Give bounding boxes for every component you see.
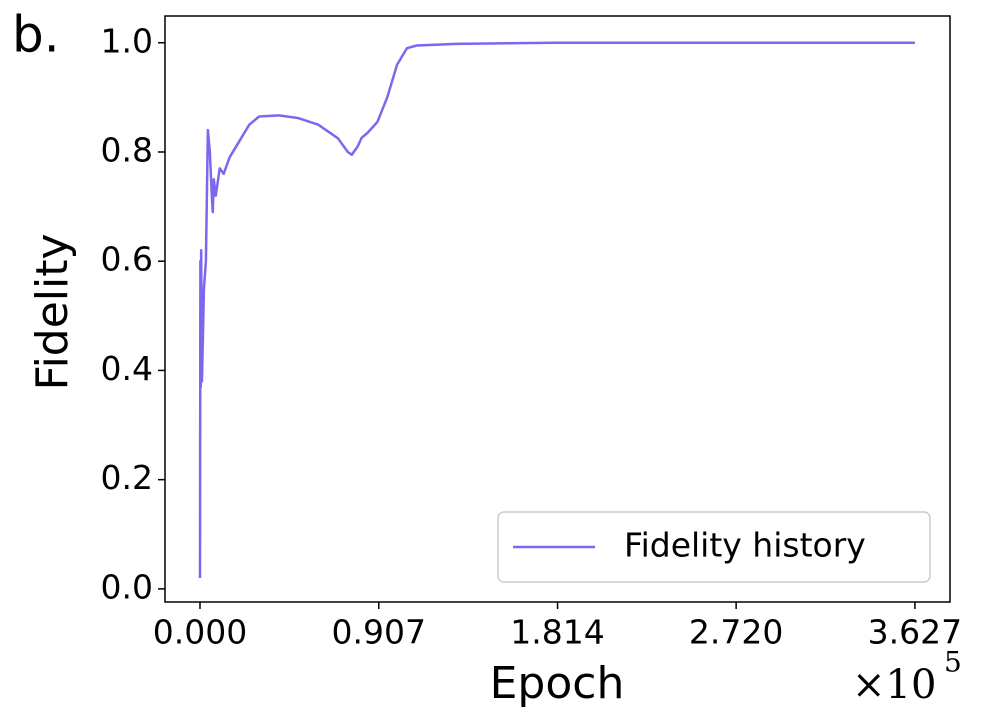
y-tick-label: 0.6 [101, 240, 153, 279]
y-tick-label: 0.2 [101, 458, 153, 497]
x-multiplier: ×10 [852, 662, 936, 708]
y-tick-label: 0.0 [101, 567, 153, 606]
line-series [198, 41, 915, 578]
x-tick-label: 3.627 [868, 613, 962, 652]
panel-label: b. [12, 6, 60, 64]
plot-frame [164, 15, 951, 603]
y-axis-label: Fidelity [27, 233, 78, 390]
legend-box [497, 511, 931, 583]
x-axis-label: Epoch [490, 658, 625, 709]
x-tick-label: 0.907 [332, 613, 426, 652]
y-tick-label: 0.8 [101, 130, 153, 169]
x-tick-label: 1.814 [510, 613, 604, 652]
x-exponent: 5 [944, 646, 962, 679]
legend-label: Fidelity history [624, 526, 866, 565]
x-tick-label: 0.000 [153, 613, 247, 652]
x-tick-label: 2.720 [689, 613, 783, 652]
y-tick-label: 0.4 [101, 349, 153, 388]
y-tick-label: 1.0 [101, 21, 153, 60]
